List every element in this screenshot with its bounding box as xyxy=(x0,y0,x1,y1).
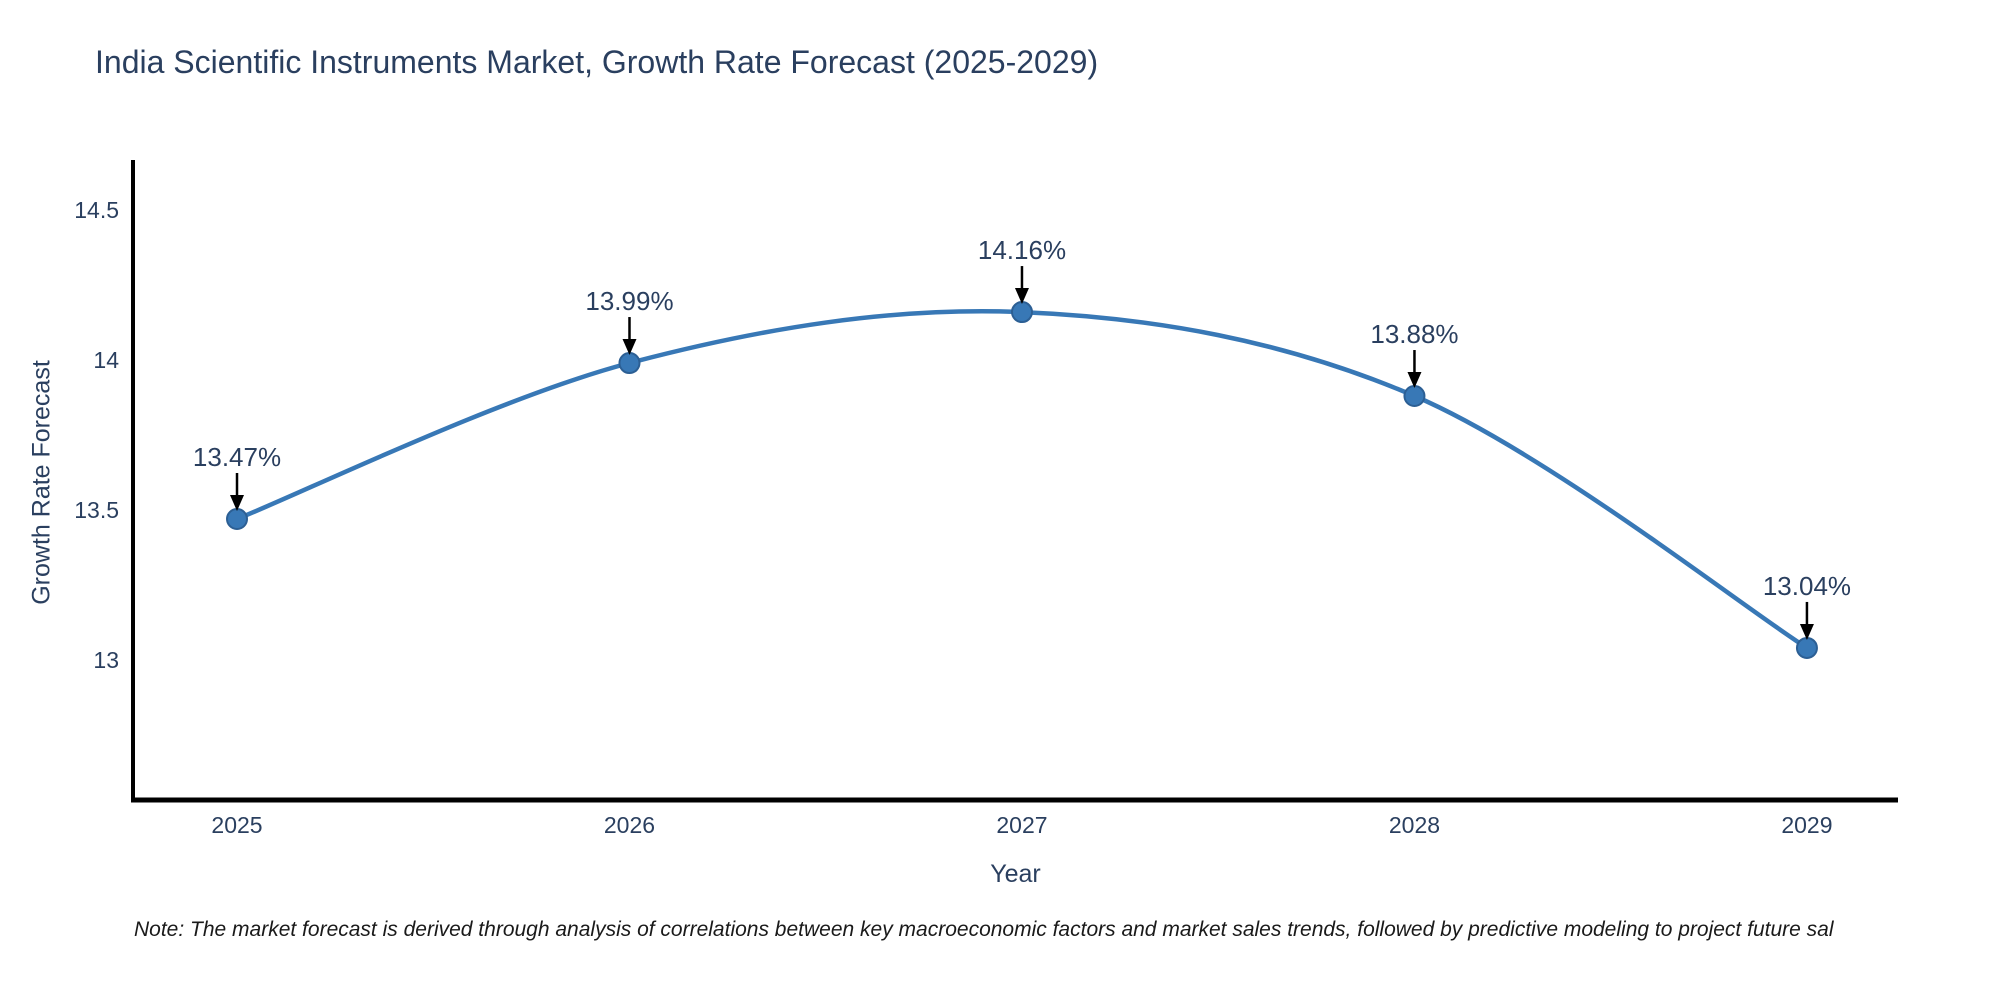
chart-title: India Scientific Instruments Market, Gro… xyxy=(95,44,1099,80)
x-tick-label: 2026 xyxy=(604,812,655,838)
annotation-label: 13.99% xyxy=(585,286,673,316)
data-point-marker[interactable] xyxy=(226,507,249,530)
annotation-label: 13.88% xyxy=(1370,319,1458,349)
data-point-marker[interactable] xyxy=(618,352,641,375)
annotation-arrow-head xyxy=(1407,372,1422,389)
annotation-label: 14.16% xyxy=(978,235,1066,265)
x-tick-label: 2028 xyxy=(1389,812,1440,838)
annotation-label: 13.04% xyxy=(1763,571,1851,601)
x-tick-label: 2027 xyxy=(996,812,1047,838)
annotation-arrow-head xyxy=(230,494,245,511)
y-tick-label: 13 xyxy=(93,647,119,673)
y-tick-label: 13.5 xyxy=(74,497,119,523)
data-point-marker[interactable] xyxy=(1010,301,1033,324)
data-point-marker[interactable] xyxy=(1403,385,1426,408)
y-tick-label: 14 xyxy=(93,347,119,373)
x-tick-label: 2029 xyxy=(1781,812,1832,838)
x-tick-label: 2025 xyxy=(211,812,262,838)
annotation-arrow-head xyxy=(1014,288,1029,305)
footnote: Note: The market forecast is derived thr… xyxy=(134,918,1834,941)
annotation-arrow-head xyxy=(622,339,637,356)
annotation-arrow-head xyxy=(1799,623,1814,640)
forecast-line xyxy=(234,309,1810,651)
y-tick-label: 14.5 xyxy=(74,197,119,223)
x-axis-title: Year xyxy=(990,860,1041,888)
annotation-label: 13.47% xyxy=(193,442,281,472)
data-point-marker[interactable] xyxy=(1795,636,1818,659)
